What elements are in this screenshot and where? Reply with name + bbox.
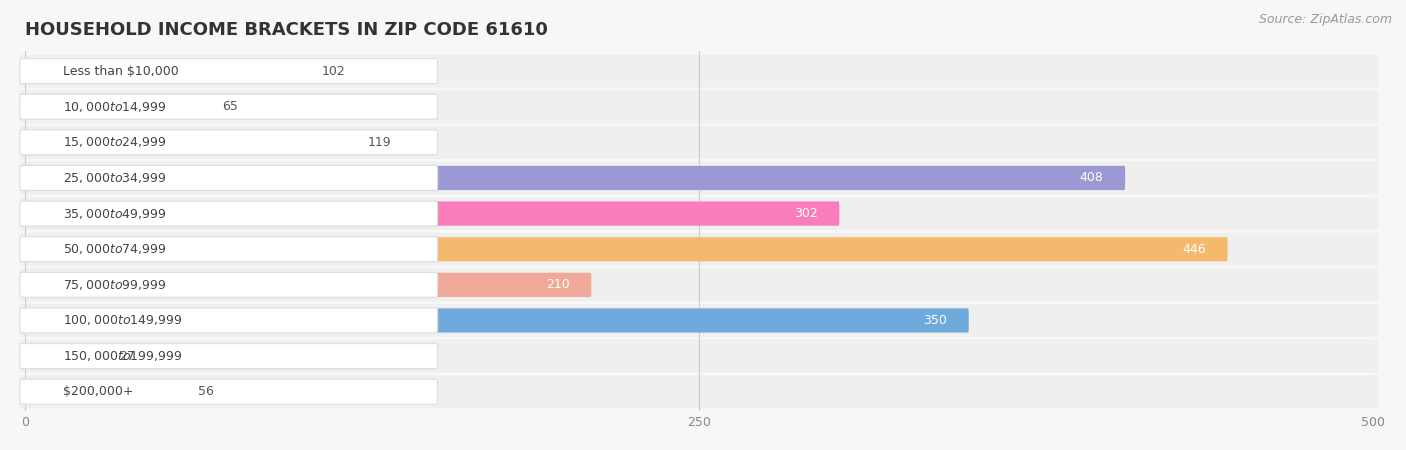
FancyBboxPatch shape bbox=[20, 272, 437, 297]
Text: 210: 210 bbox=[546, 279, 569, 291]
Text: 302: 302 bbox=[794, 207, 818, 220]
Text: $10,000 to $14,999: $10,000 to $14,999 bbox=[63, 100, 166, 114]
Text: 119: 119 bbox=[367, 136, 391, 149]
Text: 27: 27 bbox=[120, 350, 135, 363]
FancyBboxPatch shape bbox=[20, 197, 1378, 230]
Circle shape bbox=[20, 271, 21, 298]
Text: Source: ZipAtlas.com: Source: ZipAtlas.com bbox=[1258, 14, 1392, 27]
FancyBboxPatch shape bbox=[25, 202, 839, 226]
Text: $150,000 to $199,999: $150,000 to $199,999 bbox=[63, 349, 183, 363]
FancyBboxPatch shape bbox=[20, 308, 437, 333]
FancyBboxPatch shape bbox=[20, 344, 437, 369]
FancyBboxPatch shape bbox=[20, 94, 437, 119]
Circle shape bbox=[20, 129, 21, 156]
Text: $15,000 to $24,999: $15,000 to $24,999 bbox=[63, 135, 166, 149]
Circle shape bbox=[20, 93, 21, 121]
FancyBboxPatch shape bbox=[20, 379, 437, 404]
Text: 56: 56 bbox=[198, 385, 214, 398]
Circle shape bbox=[20, 164, 21, 192]
Text: $50,000 to $74,999: $50,000 to $74,999 bbox=[63, 242, 166, 256]
FancyBboxPatch shape bbox=[20, 340, 1378, 373]
FancyBboxPatch shape bbox=[25, 380, 176, 404]
Text: Less than $10,000: Less than $10,000 bbox=[63, 65, 179, 77]
FancyBboxPatch shape bbox=[20, 130, 437, 155]
FancyBboxPatch shape bbox=[25, 94, 201, 119]
Text: 102: 102 bbox=[322, 65, 346, 77]
Text: $100,000 to $149,999: $100,000 to $149,999 bbox=[63, 314, 183, 328]
Text: HOUSEHOLD INCOME BRACKETS IN ZIP CODE 61610: HOUSEHOLD INCOME BRACKETS IN ZIP CODE 61… bbox=[25, 21, 548, 39]
FancyBboxPatch shape bbox=[25, 237, 1227, 261]
FancyBboxPatch shape bbox=[20, 375, 1378, 408]
Text: 446: 446 bbox=[1182, 243, 1206, 256]
FancyBboxPatch shape bbox=[25, 166, 1125, 190]
FancyBboxPatch shape bbox=[25, 273, 592, 297]
FancyBboxPatch shape bbox=[25, 308, 969, 333]
Circle shape bbox=[20, 58, 21, 85]
FancyBboxPatch shape bbox=[25, 344, 98, 368]
Text: 65: 65 bbox=[222, 100, 238, 113]
Text: $25,000 to $34,999: $25,000 to $34,999 bbox=[63, 171, 166, 185]
Text: $75,000 to $99,999: $75,000 to $99,999 bbox=[63, 278, 166, 292]
Circle shape bbox=[20, 200, 21, 227]
FancyBboxPatch shape bbox=[20, 58, 437, 84]
Text: 408: 408 bbox=[1080, 171, 1104, 184]
FancyBboxPatch shape bbox=[20, 233, 1378, 266]
FancyBboxPatch shape bbox=[20, 237, 437, 262]
FancyBboxPatch shape bbox=[25, 130, 346, 154]
FancyBboxPatch shape bbox=[20, 201, 437, 226]
Circle shape bbox=[20, 342, 21, 370]
FancyBboxPatch shape bbox=[20, 55, 1378, 87]
Text: 350: 350 bbox=[924, 314, 948, 327]
FancyBboxPatch shape bbox=[20, 162, 1378, 194]
Circle shape bbox=[20, 378, 21, 405]
FancyBboxPatch shape bbox=[25, 59, 299, 83]
FancyBboxPatch shape bbox=[20, 269, 1378, 301]
Circle shape bbox=[20, 307, 21, 334]
Circle shape bbox=[20, 235, 21, 263]
FancyBboxPatch shape bbox=[20, 304, 1378, 337]
FancyBboxPatch shape bbox=[20, 90, 1378, 123]
Text: $200,000+: $200,000+ bbox=[63, 385, 134, 398]
FancyBboxPatch shape bbox=[20, 126, 1378, 159]
FancyBboxPatch shape bbox=[20, 166, 437, 190]
Text: $35,000 to $49,999: $35,000 to $49,999 bbox=[63, 207, 166, 220]
